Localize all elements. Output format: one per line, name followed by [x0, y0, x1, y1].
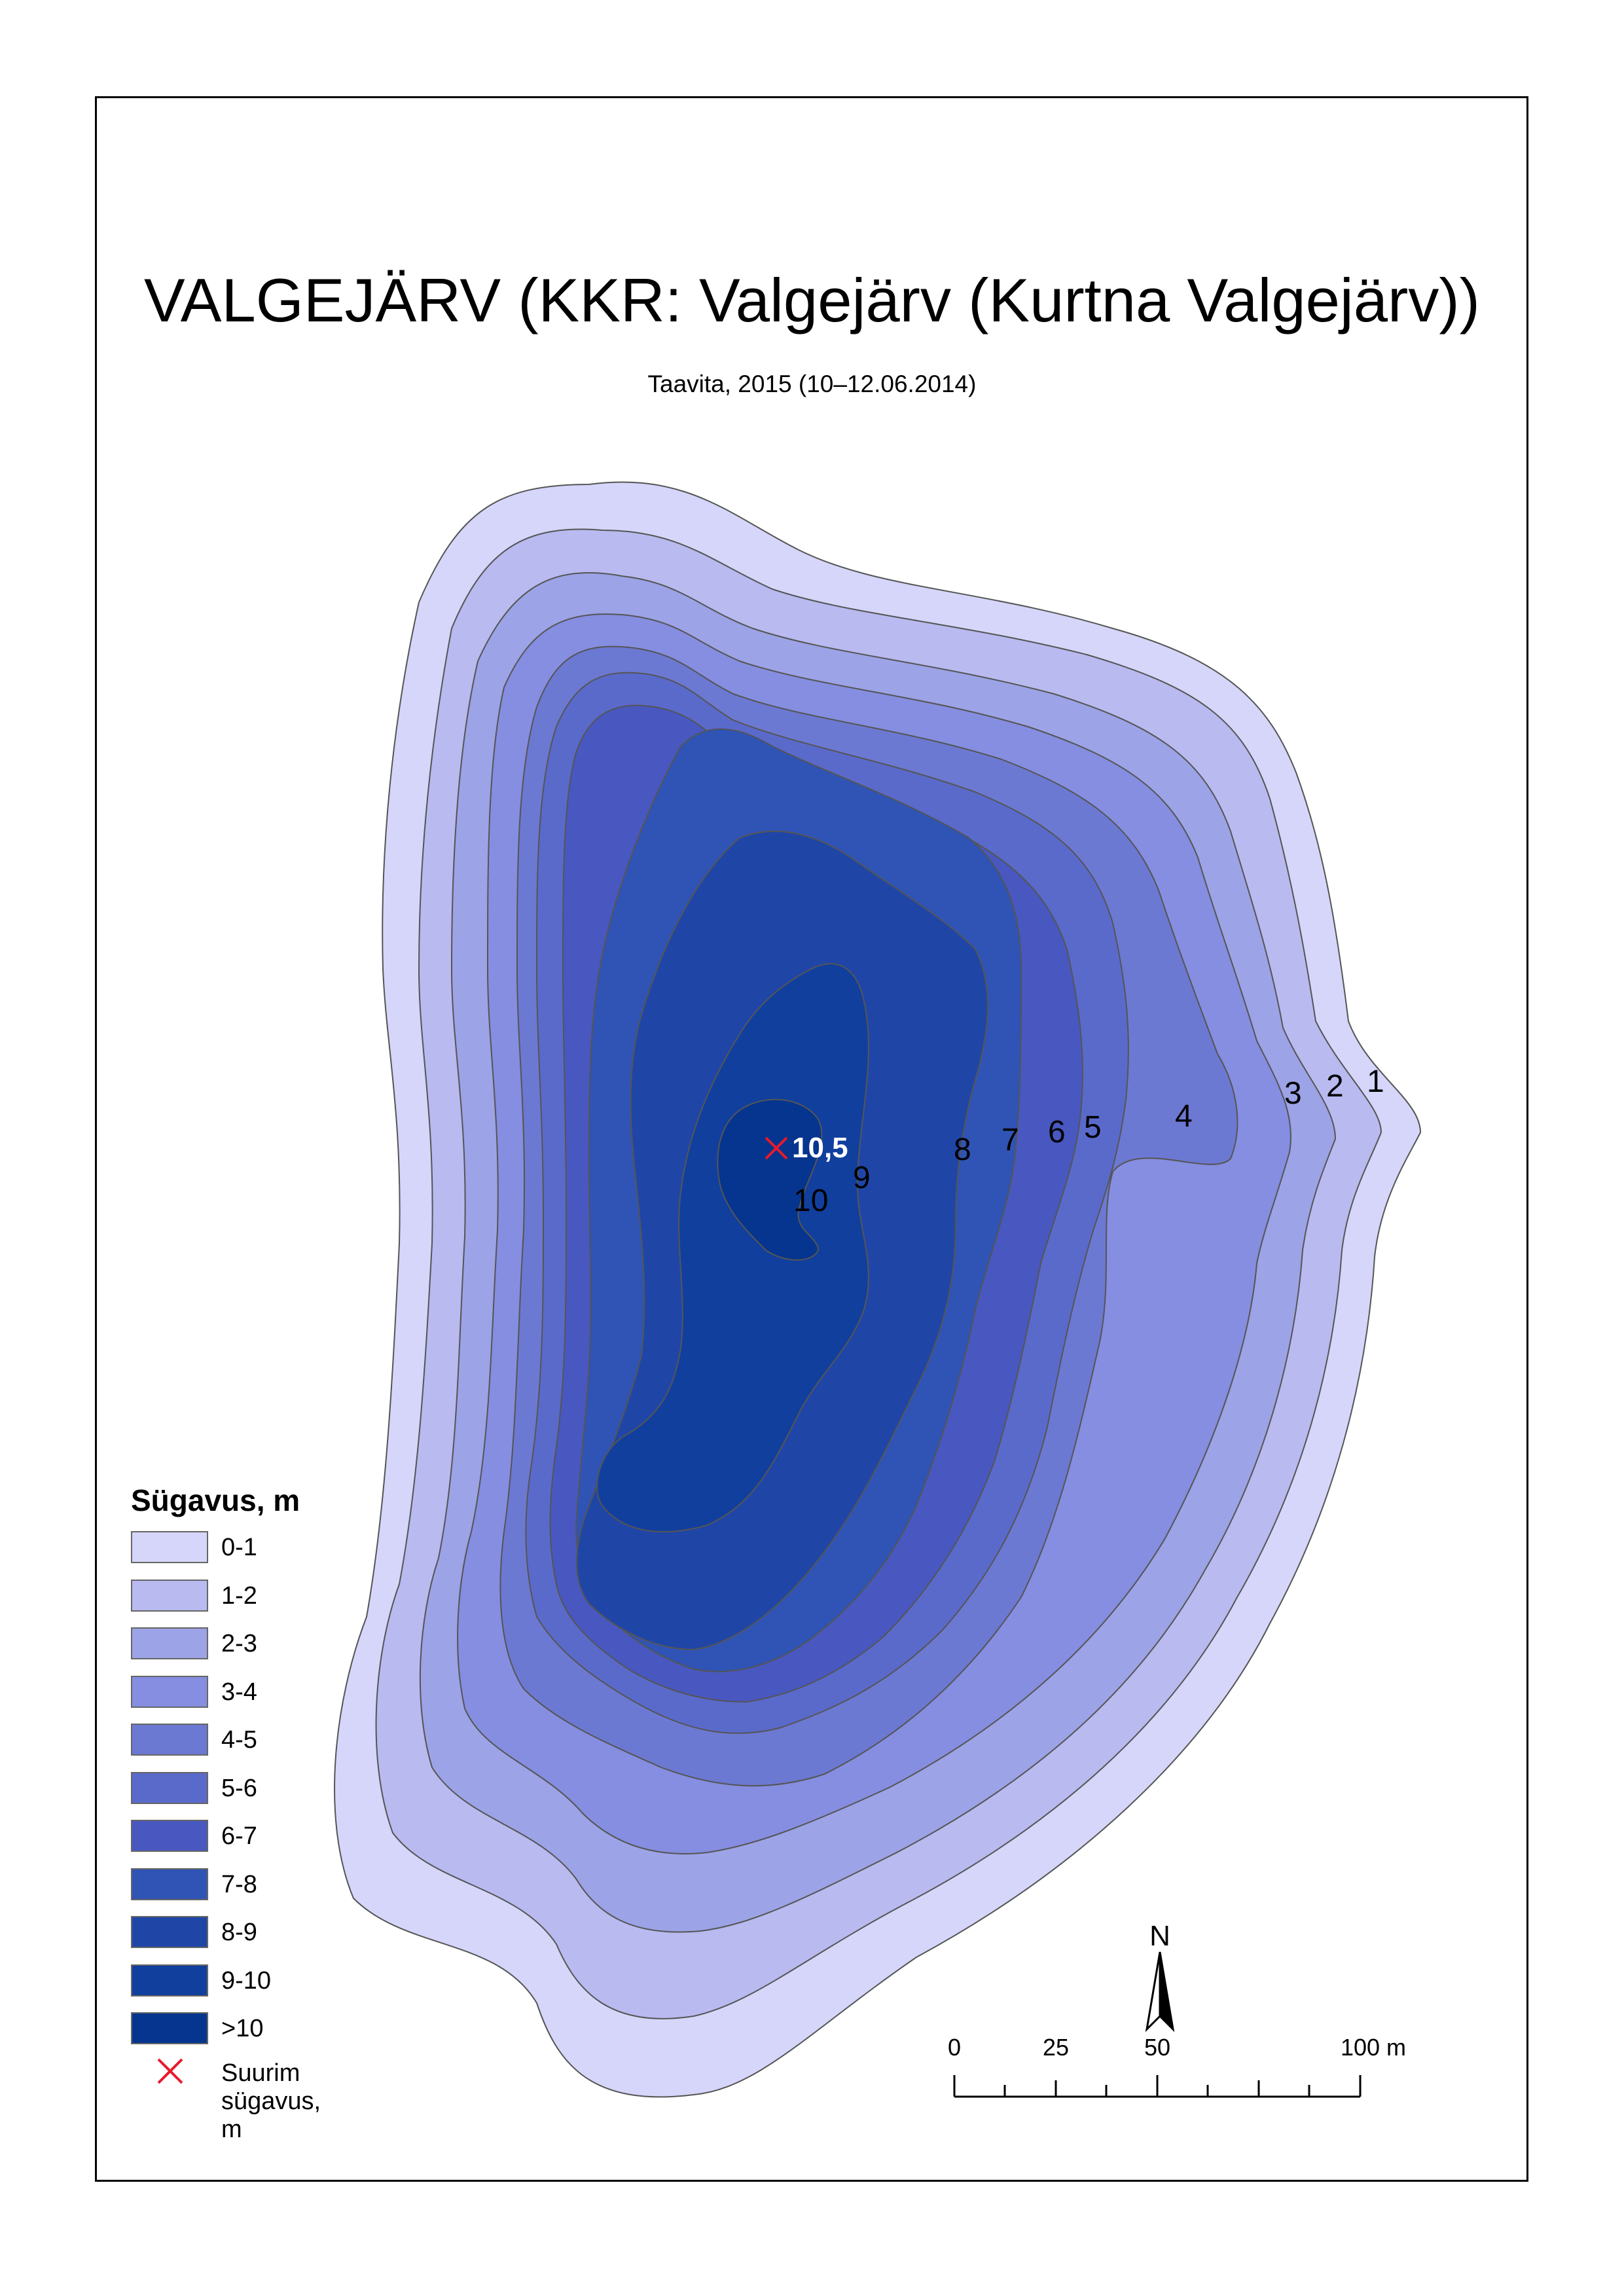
scale-tick-0: 0: [948, 2034, 961, 2061]
legend-item: 4-5: [131, 1724, 300, 1772]
legend-label: 3-4: [221, 1678, 257, 1706]
contour-label-10: 10: [793, 1184, 828, 1218]
legend-label: 6-7: [221, 1822, 257, 1850]
scale-tick-50: 50: [1144, 2034, 1170, 2061]
legend-swatch: [131, 1771, 208, 1804]
scale-tick-100: 100 m: [1341, 2034, 1406, 2061]
contour-label-9: 9: [853, 1161, 871, 1195]
legend-label: 4-5: [221, 1726, 257, 1754]
map-subtitle: Taavita, 2015 (10–12.06.2014): [647, 370, 977, 397]
legend-swatch: [131, 1627, 208, 1659]
legend-item: 8-9: [131, 1916, 300, 1964]
legend-label: 5-6: [221, 1774, 257, 1802]
north-label: N: [1149, 1920, 1170, 1952]
legend-label: 9-10: [221, 1966, 272, 1995]
depth-zone->10: [717, 1098, 823, 1261]
legend-item: 1-2: [131, 1579, 300, 1628]
legend-item: 6-7: [131, 1820, 300, 1868]
contour-label-1: 1: [1367, 1064, 1384, 1099]
legend-item: 9-10: [131, 1964, 300, 2013]
legend-label: 1-2: [221, 1581, 257, 1610]
legend-swatch: [131, 1916, 208, 1948]
contour-labels: 1 2 3 4 5 6 7 8 9 10: [793, 1064, 1384, 1218]
max-depth-cross-icon: [157, 2058, 183, 2084]
scale-bar: 0 25 50 100 m: [948, 2034, 1406, 2098]
contour-label-2: 2: [1326, 1069, 1344, 1104]
north-arrow-right-icon: [1159, 1951, 1175, 2033]
legend-max-depth-label: Suurim sügavus, m: [221, 2059, 321, 2143]
contour-label-4: 4: [1175, 1099, 1193, 1134]
max-depth-value: 10,5: [792, 1132, 848, 1164]
legend-swatch: [131, 1675, 208, 1708]
legend-item: >10: [131, 2012, 300, 2061]
legend-item: 3-4: [131, 1675, 300, 1724]
contour-label-3: 3: [1284, 1076, 1302, 1111]
max-depth-marker: 10,5: [765, 1132, 848, 1164]
legend-item: 2-3: [131, 1627, 300, 1676]
legend-label: >10: [221, 2015, 264, 2042]
contour-label-6: 6: [1048, 1115, 1066, 1149]
north-arrow: N: [1145, 1920, 1175, 2033]
depth-contours: [334, 481, 1422, 2098]
map-frame: [95, 96, 1528, 2182]
map-title: VALGEJÄRV (KKR: Valgejärv (Kurtna Valgej…: [144, 266, 1480, 334]
legend-label: 2-3: [221, 1630, 257, 1657]
legend-label: 0-1: [221, 1534, 257, 1561]
legend-item: 5-6: [131, 1771, 300, 1820]
scale-tick-25: 25: [1043, 2034, 1069, 2061]
legend-label: 7-8: [221, 1870, 257, 1898]
contour-label-7: 7: [1001, 1123, 1019, 1157]
legend-label: 8-9: [221, 1919, 257, 1946]
legend-swatch: [131, 2012, 208, 2044]
legend-swatch: [131, 1724, 208, 1756]
contour-label-8: 8: [954, 1132, 971, 1167]
legend-item: 0-1: [131, 1531, 300, 1580]
legend-rows: 0-1 1-2 2-3 3-4 4-5 5-6 6-7 7-8 8-9 9-10 >10: [131, 1531, 300, 2061]
contour-label-5: 5: [1084, 1110, 1102, 1145]
legend-swatch: [131, 1868, 208, 1900]
legend-swatch: [131, 1820, 208, 1852]
legend-max-depth-row: Suurim sügavus, m: [131, 2055, 321, 2143]
legend-swatch: [131, 1964, 208, 1997]
north-arrow-left-icon: [1145, 1951, 1161, 2033]
legend-item: 7-8: [131, 1868, 300, 1917]
legend-swatch: [131, 1579, 208, 1612]
legend-swatch: [131, 1531, 208, 1563]
legend-title: Sügavus, m: [131, 1483, 300, 1517]
legend: Sügavus, m 0-1 1-2 2-3 3-4 4-5 5-6 6-7 7-8 8-9 9-…: [131, 1483, 321, 2143]
